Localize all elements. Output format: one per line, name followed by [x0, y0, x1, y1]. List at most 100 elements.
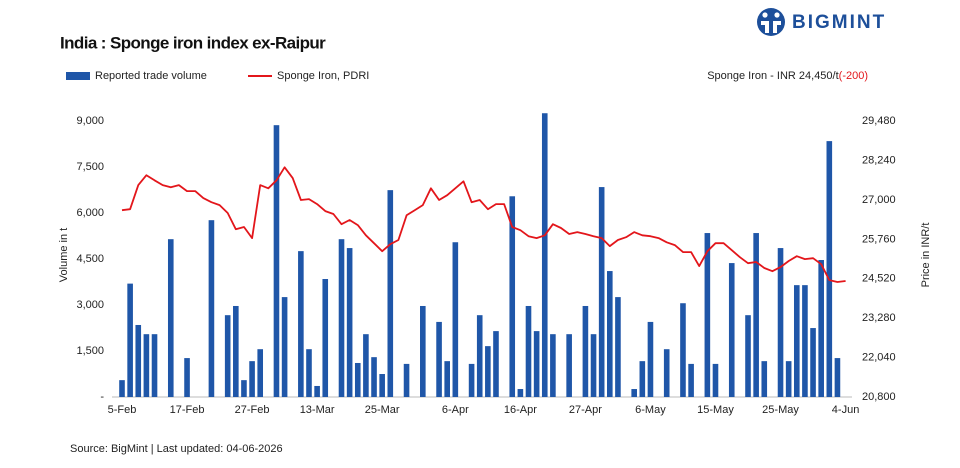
bar: [119, 380, 125, 397]
bar: [436, 321, 442, 397]
x-tick-label: 4-Jun: [832, 404, 860, 416]
bar: [517, 389, 524, 397]
bar: [745, 315, 751, 397]
bar: [598, 187, 605, 397]
y-tick-label: 4,500: [76, 253, 104, 265]
bar: [452, 242, 459, 397]
bar: [322, 279, 329, 397]
bar: [379, 374, 385, 397]
price-annotation: Sponge Iron - INR 24,450/t(-200): [707, 70, 868, 82]
bar: [704, 233, 711, 397]
x-tick-label: 25-May: [762, 404, 799, 416]
bar: [647, 321, 654, 397]
bar: [257, 349, 264, 397]
bar: [249, 361, 255, 397]
bar: [273, 125, 280, 397]
bar: [639, 361, 646, 397]
y2-tick-label: 24,520: [862, 273, 896, 285]
bar: [680, 303, 686, 397]
y2-tick-label: 20,800: [862, 391, 896, 403]
bar: [533, 331, 540, 397]
x-tick-label: 16-Apr: [504, 404, 537, 416]
y-tick-label: 3,000: [76, 299, 104, 311]
bar: [826, 141, 833, 397]
brand: BIGMINT: [792, 12, 886, 33]
y2-tick-label: 27,000: [862, 194, 896, 206]
bar: [354, 362, 361, 397]
y-axis-label: Volume in t: [58, 228, 70, 282]
x-tick-label: 13-Mar: [300, 404, 335, 416]
bar: [728, 263, 735, 397]
bar: [298, 251, 304, 397]
bar: [167, 239, 174, 397]
bar: [525, 305, 532, 397]
bar: [371, 357, 377, 397]
bar: [663, 349, 670, 397]
bar: [541, 113, 548, 398]
bar: [785, 361, 792, 397]
price-line: [121, 166, 846, 283]
bar: [135, 324, 142, 397]
bar: [712, 363, 719, 397]
bar: [208, 220, 215, 397]
x-tick-label: 15-May: [697, 404, 734, 416]
bar: [566, 334, 572, 397]
bar: [802, 285, 808, 397]
bar: [151, 334, 158, 397]
bar: [184, 358, 190, 397]
bar: [818, 260, 824, 397]
source: Source: BigMint | Last updated: 04-06-20…: [70, 443, 283, 455]
x-tick-label: 27-Apr: [569, 404, 602, 416]
y2-tick-label: 29,480: [862, 115, 896, 127]
bar: [631, 389, 637, 397]
bar: [550, 334, 556, 397]
logo-icon: [757, 8, 785, 36]
y-tick-label: 1,500: [76, 345, 104, 357]
bar: [688, 363, 694, 397]
bar: [468, 363, 475, 397]
bar: [582, 305, 589, 397]
y2-tick-label: 22,040: [862, 352, 896, 364]
bar: [485, 346, 491, 397]
bar: [127, 283, 133, 397]
bar: [420, 305, 426, 397]
bar: [241, 380, 247, 397]
y-tick-label: 6,000: [76, 207, 104, 219]
bar: [476, 315, 483, 397]
y-tick-label: 9,000: [76, 115, 104, 127]
bar: [834, 358, 841, 397]
y-tick-label: -: [100, 391, 104, 403]
bar: [590, 334, 597, 397]
bar: [403, 363, 410, 397]
bar: [338, 239, 345, 397]
bar: [761, 361, 768, 397]
legend-label: Reported trade volume: [95, 70, 207, 82]
bar: [777, 248, 784, 397]
x-tick-label: 25-Mar: [365, 404, 400, 416]
bar: [509, 196, 516, 397]
y-tick-label: 7,500: [76, 161, 104, 173]
bar: [607, 271, 613, 397]
x-tick-label: 17-Feb: [170, 404, 205, 416]
x-tick-label: 5-Feb: [108, 404, 137, 416]
bar: [793, 285, 800, 397]
chart-title: India : Sponge iron index ex-Raipur: [60, 33, 326, 52]
x-tick-label: 6-May: [635, 404, 666, 416]
bar: [493, 331, 499, 397]
x-tick-label: 27-Feb: [235, 404, 270, 416]
bar: [363, 334, 369, 397]
bar: [224, 315, 231, 397]
bar: [615, 297, 621, 397]
bar: [346, 248, 353, 397]
bar: [281, 297, 288, 397]
bar: [233, 305, 239, 397]
bar: [444, 361, 450, 397]
legend-swatch: [66, 72, 90, 80]
y2-tick-label: 25,760: [862, 233, 896, 245]
bar: [753, 233, 759, 397]
y2-tick-label: 23,280: [862, 312, 896, 324]
bar: [314, 385, 320, 397]
bar: [306, 349, 312, 397]
x-tick-label: 6-Apr: [442, 404, 469, 416]
